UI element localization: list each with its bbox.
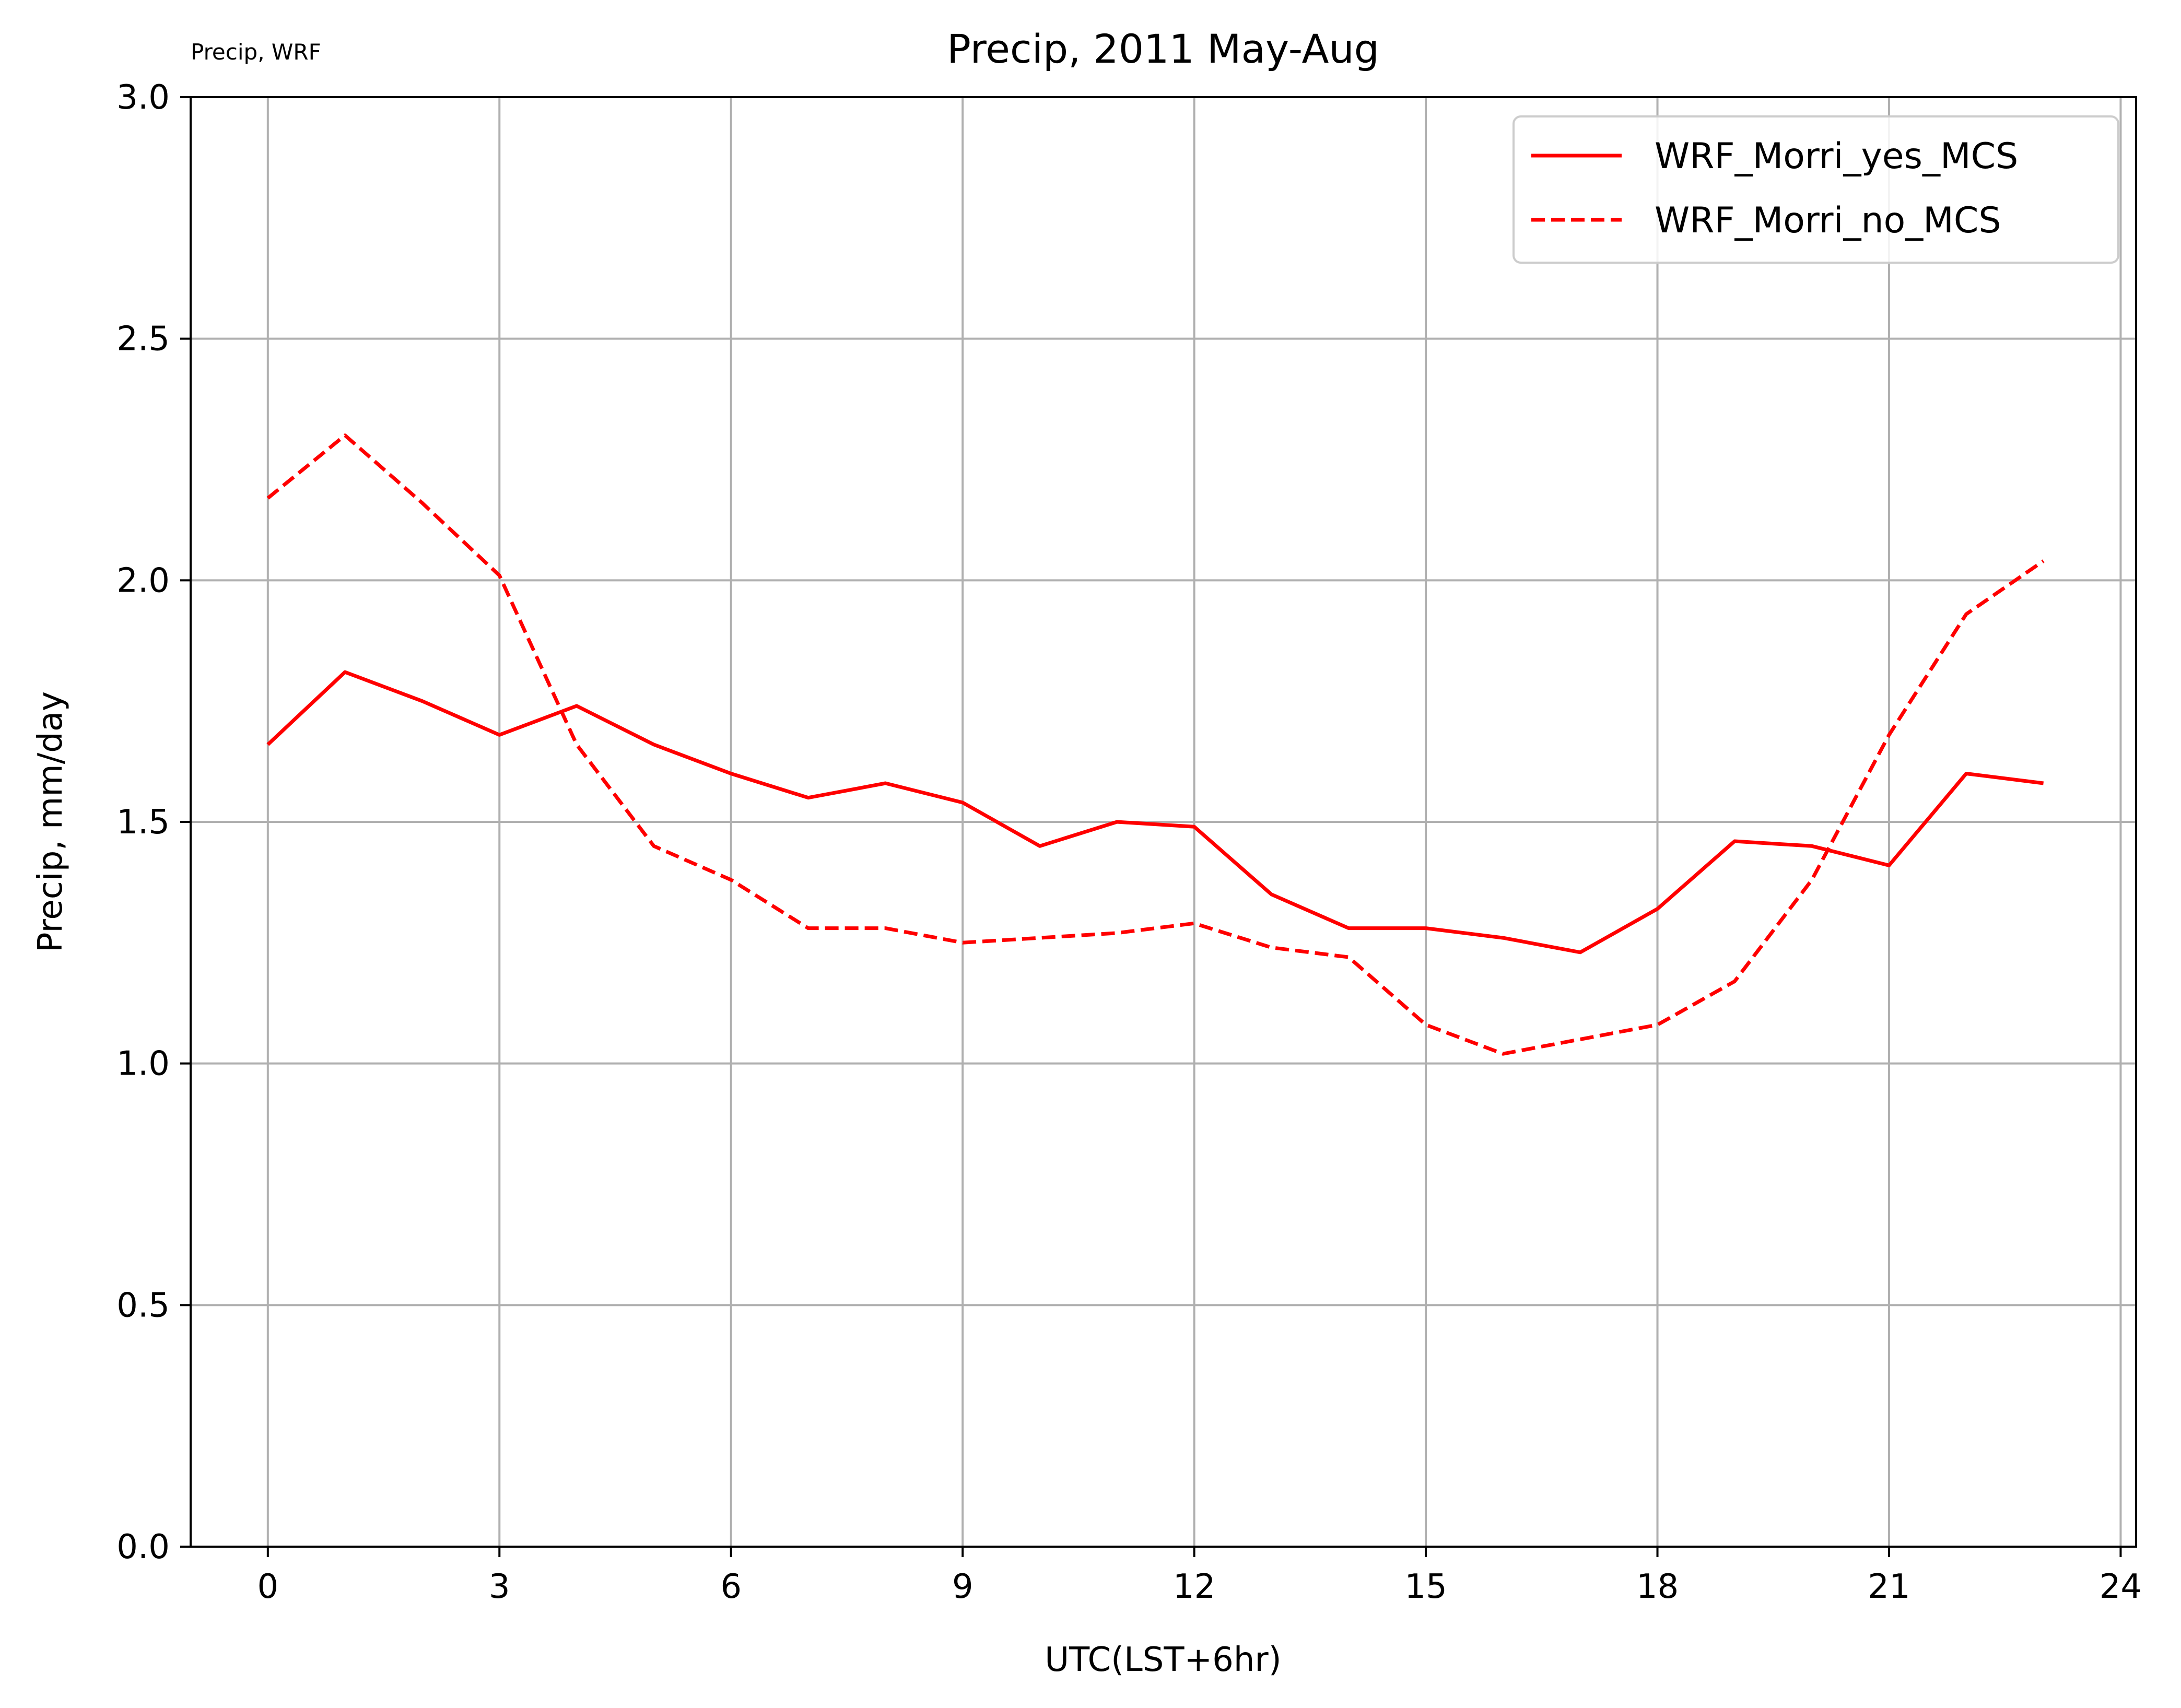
x-tick-label: 9 <box>952 1568 974 1606</box>
legend-label-no-mcs: WRF_Morri_no_MCS <box>1655 200 2001 241</box>
legend-box <box>1512 115 2119 264</box>
corner-note: Precip, WRF <box>191 39 321 65</box>
x-tick-label: 15 <box>1404 1568 1447 1606</box>
series-lines <box>266 433 2045 1056</box>
y-tick-label: 1.0 <box>116 1045 170 1083</box>
x-tick-label: 0 <box>257 1568 278 1606</box>
y-axis-label: Precip, mm/day <box>31 691 70 952</box>
y-tick-label: 0.5 <box>116 1286 170 1325</box>
y-tick-label: 1.5 <box>116 803 170 842</box>
y-tick-label: 2.5 <box>116 320 170 359</box>
series-line-yes-mcs <box>266 670 2044 955</box>
legend: WRF_Morri_yes_MCS WRF_Morri_no_MCS <box>1512 115 2119 264</box>
x-tick-label: 12 <box>1173 1568 1215 1606</box>
y-tick-label: 2.0 <box>116 561 170 600</box>
axis-ticks: 0 3 6 9 12 15 18 21 24 0.0 0.5 1.0 1.5 2.0 2.5 3.0 <box>116 78 2142 1606</box>
chart-title: Precip, 2011 May-Aug <box>947 26 1379 72</box>
x-tick-label: 3 <box>489 1568 510 1606</box>
x-tick-label: 18 <box>1636 1568 1679 1606</box>
legend-label-yes-mcs: WRF_Morri_yes_MCS <box>1655 136 2018 177</box>
x-tick-label: 24 <box>2100 1568 2142 1606</box>
x-tick-label: 21 <box>1868 1568 1910 1606</box>
y-tick-label: 0.0 <box>116 1528 170 1566</box>
series-line-no-mcs <box>266 433 2045 1056</box>
x-tick-label: 6 <box>720 1568 742 1606</box>
grid-lines <box>191 96 2136 1548</box>
x-axis-label: UTC(LST+6hr) <box>1045 1641 1281 1679</box>
y-tick-label: 3.0 <box>116 78 170 117</box>
